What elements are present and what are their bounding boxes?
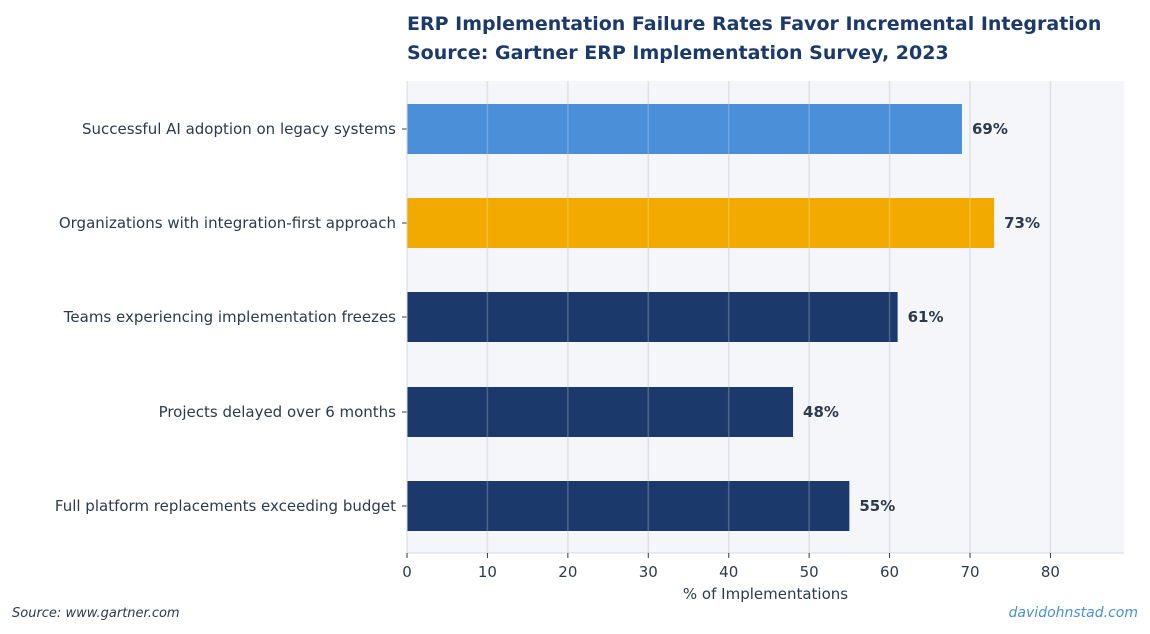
bar-3 bbox=[407, 387, 794, 437]
axes: 0 10 20 30 40 50 60 70 80 bbox=[402, 81, 1124, 581]
x-tick-label-80: 80 bbox=[1041, 563, 1060, 581]
x-tick-label-40: 40 bbox=[719, 563, 738, 581]
chart-subtitle: Source: Gartner ERP Implementation Surve… bbox=[407, 42, 949, 64]
source-footnote: Source: www.gartner.com bbox=[12, 606, 180, 621]
value-label-3: 48% bbox=[803, 403, 839, 421]
category-label-3: Projects delayed over 6 months bbox=[159, 403, 397, 421]
credit-link[interactable]: davidohnstad.com bbox=[1008, 605, 1138, 621]
bar-1 bbox=[407, 198, 995, 248]
category-label-2: Teams experiencing implementation freeze… bbox=[63, 308, 396, 326]
bar-0 bbox=[407, 104, 962, 154]
bars: 69% Successful AI adoption on legacy syst… bbox=[55, 104, 1040, 531]
category-label-4: Full platform replacements exceeding bud… bbox=[55, 497, 396, 515]
x-tick-label-50: 50 bbox=[800, 563, 819, 581]
x-tick-label-70: 70 bbox=[960, 563, 979, 581]
value-label-4: 55% bbox=[859, 497, 895, 515]
bar-2 bbox=[407, 292, 898, 342]
value-label-2: 61% bbox=[908, 308, 944, 326]
bar-4 bbox=[407, 481, 850, 531]
x-tick-label-60: 60 bbox=[880, 563, 899, 581]
category-label-0: Successful AI adoption on legacy systems bbox=[82, 120, 396, 138]
x-tick-label-30: 30 bbox=[639, 563, 658, 581]
chart-title: ERP Implementation Failure Rates Favor I… bbox=[407, 13, 1101, 35]
x-tick-label-0: 0 bbox=[402, 563, 412, 581]
x-tick-label-20: 20 bbox=[558, 563, 577, 581]
x-tick-label-10: 10 bbox=[478, 563, 497, 581]
category-label-1: Organizations with integration-first app… bbox=[59, 214, 396, 232]
value-label-0: 69% bbox=[972, 120, 1008, 138]
x-axis-title: % of Implementations bbox=[683, 585, 848, 603]
value-label-1: 73% bbox=[1004, 214, 1040, 232]
